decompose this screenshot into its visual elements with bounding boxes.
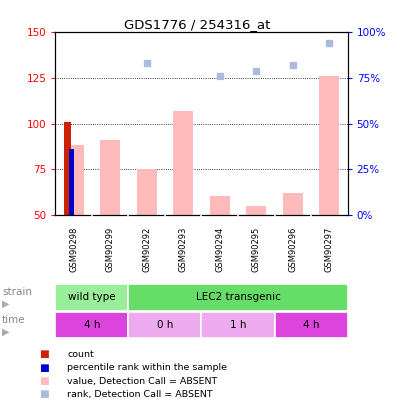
Text: strain: strain xyxy=(2,287,32,297)
Bar xyxy=(210,196,230,215)
Text: value, Detection Call = ABSENT: value, Detection Call = ABSENT xyxy=(67,377,217,386)
Text: 4 h: 4 h xyxy=(84,320,100,330)
Bar xyxy=(128,284,348,311)
Text: ■: ■ xyxy=(40,390,49,399)
Text: GSM90293: GSM90293 xyxy=(179,226,188,272)
Text: rank, Detection Call = ABSENT: rank, Detection Call = ABSENT xyxy=(67,390,213,399)
Bar xyxy=(201,312,275,338)
Text: count: count xyxy=(67,350,94,359)
Text: GSM90296: GSM90296 xyxy=(288,226,297,272)
Bar xyxy=(137,169,157,215)
Bar xyxy=(100,140,120,215)
Text: percentile rank within the sample: percentile rank within the sample xyxy=(67,363,227,372)
Text: wild type: wild type xyxy=(68,292,116,303)
Bar xyxy=(55,312,128,338)
Text: GDS1776 / 254316_at: GDS1776 / 254316_at xyxy=(124,18,271,31)
Text: 0 h: 0 h xyxy=(157,320,173,330)
Text: LEC2 transgenic: LEC2 transgenic xyxy=(196,292,280,303)
Text: ■: ■ xyxy=(40,363,49,373)
Text: GSM90297: GSM90297 xyxy=(325,226,334,272)
Text: GSM90292: GSM90292 xyxy=(142,226,151,272)
Text: GSM90295: GSM90295 xyxy=(252,226,261,272)
Bar xyxy=(319,76,339,215)
Bar xyxy=(275,312,348,338)
Text: GSM90298: GSM90298 xyxy=(69,226,78,272)
Text: ▶: ▶ xyxy=(2,326,9,337)
Text: GSM90294: GSM90294 xyxy=(215,226,224,272)
Bar xyxy=(64,122,71,215)
Text: ▶: ▶ xyxy=(2,299,9,309)
Text: GSM90299: GSM90299 xyxy=(105,226,115,272)
Bar xyxy=(69,149,73,215)
Bar xyxy=(64,145,84,215)
Text: 1 h: 1 h xyxy=(230,320,246,330)
Bar xyxy=(55,284,128,311)
Bar xyxy=(283,193,303,215)
Text: ■: ■ xyxy=(40,376,49,386)
Text: ■: ■ xyxy=(40,350,49,359)
Bar xyxy=(128,312,201,338)
Bar xyxy=(173,111,193,215)
Text: time: time xyxy=(2,315,26,325)
Text: 4 h: 4 h xyxy=(303,320,319,330)
Bar xyxy=(246,206,266,215)
